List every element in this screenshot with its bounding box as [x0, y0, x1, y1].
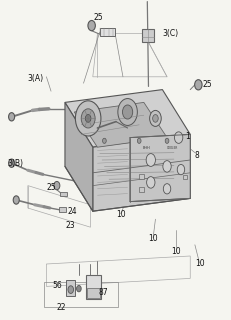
Bar: [85, 275, 100, 299]
Circle shape: [9, 113, 15, 121]
Bar: [139, 187, 144, 192]
Circle shape: [149, 110, 161, 126]
Circle shape: [174, 132, 182, 143]
Text: 3(A): 3(A): [28, 74, 44, 83]
Bar: [141, 29, 154, 42]
Polygon shape: [65, 90, 189, 147]
Circle shape: [176, 164, 184, 175]
Text: BHH: BHH: [142, 146, 150, 150]
Text: 8: 8: [194, 151, 199, 160]
Circle shape: [163, 184, 170, 194]
Polygon shape: [129, 134, 189, 202]
Text: 23: 23: [66, 221, 75, 230]
Circle shape: [85, 115, 91, 122]
Bar: [99, 28, 114, 36]
Text: 3(B): 3(B): [7, 159, 23, 168]
Circle shape: [194, 80, 201, 90]
Circle shape: [88, 20, 95, 31]
Text: 10: 10: [171, 247, 180, 256]
Text: 22: 22: [57, 303, 66, 312]
Circle shape: [137, 138, 140, 143]
Text: 25: 25: [46, 183, 56, 192]
Circle shape: [152, 115, 158, 122]
Circle shape: [162, 161, 170, 172]
Bar: [139, 174, 144, 179]
Bar: [60, 192, 67, 196]
Text: 24: 24: [67, 207, 76, 216]
Polygon shape: [65, 102, 92, 211]
Circle shape: [76, 285, 81, 292]
Polygon shape: [74, 102, 166, 147]
Text: 25: 25: [93, 13, 103, 22]
Circle shape: [122, 105, 132, 119]
Bar: [87, 288, 99, 298]
Circle shape: [146, 154, 155, 166]
Circle shape: [102, 138, 106, 143]
Circle shape: [9, 159, 15, 167]
Circle shape: [68, 286, 73, 293]
Circle shape: [146, 177, 154, 188]
Circle shape: [54, 181, 60, 190]
Polygon shape: [92, 134, 189, 211]
Circle shape: [75, 101, 100, 136]
Text: 3(C): 3(C): [162, 29, 178, 38]
Bar: [182, 175, 187, 179]
Text: 1: 1: [185, 132, 189, 140]
Text: 10: 10: [148, 234, 157, 243]
Bar: [66, 280, 75, 296]
Text: 56: 56: [52, 281, 61, 290]
Text: COOLER: COOLER: [166, 146, 177, 150]
Circle shape: [81, 109, 95, 128]
Text: 10: 10: [194, 260, 204, 268]
Circle shape: [13, 196, 19, 204]
Bar: [44, 282, 118, 307]
Circle shape: [164, 138, 168, 143]
Text: 10: 10: [115, 210, 125, 219]
Text: 87: 87: [98, 288, 108, 297]
Text: 25: 25: [202, 80, 212, 89]
Circle shape: [117, 99, 137, 125]
Bar: [59, 207, 66, 212]
